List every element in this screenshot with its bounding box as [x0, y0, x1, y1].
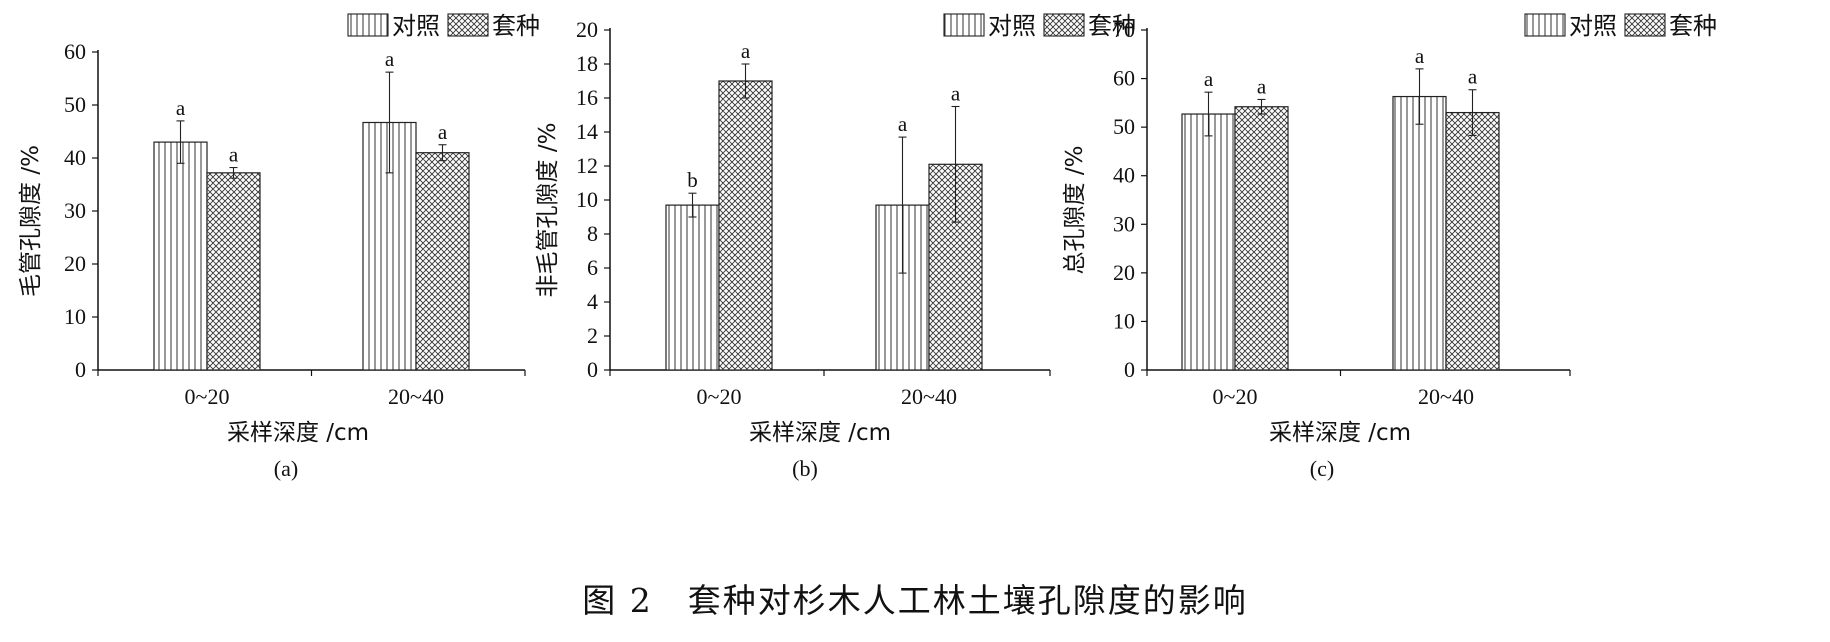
bar-control	[665, 204, 720, 371]
y-tick-label: 40	[64, 145, 86, 170]
bar-control	[153, 141, 208, 371]
significance-label: a	[898, 112, 908, 136]
y-tick-label: 14	[576, 119, 598, 144]
significance-label: a	[385, 47, 395, 71]
y-tick-label: 10	[1113, 308, 1135, 333]
panel-label: (b)	[792, 456, 818, 481]
bar-control	[1181, 113, 1236, 371]
legend-label: 套种	[492, 12, 540, 40]
bar-intercrop	[1234, 106, 1289, 371]
y-tick-label: 70	[1113, 17, 1135, 42]
bar-control	[1392, 95, 1447, 371]
legend-swatch-control	[1524, 13, 1566, 37]
y-tick-label: 2	[587, 323, 598, 348]
y-tick-label: 4	[587, 289, 598, 314]
significance-label: a	[741, 39, 751, 63]
legend-swatch-intercrop	[1043, 13, 1085, 37]
x-tick-label: 20~40	[1418, 384, 1474, 409]
x-axis-title: 采样深度 /cm	[227, 420, 369, 446]
y-tick-label: 20	[1113, 260, 1135, 285]
y-tick-label: 20	[576, 17, 598, 42]
bar-intercrop	[415, 152, 470, 371]
x-tick-label: 0~20	[185, 384, 230, 409]
y-tick-label: 40	[1113, 163, 1135, 188]
y-tick-label: 16	[576, 85, 598, 110]
x-axis-title: 采样深度 /cm	[1269, 420, 1411, 446]
y-axis-title: 毛管孔隙度 /%	[18, 145, 44, 297]
y-tick-label: 30	[64, 198, 86, 223]
panel-label: (c)	[1310, 456, 1334, 481]
legend: 对照 套种	[1524, 12, 1717, 40]
significance-label: a	[951, 82, 961, 106]
significance-label: a	[176, 96, 186, 120]
legend-swatch-intercrop	[447, 13, 489, 37]
x-axis-title: 采样深度 /cm	[749, 420, 891, 446]
chart-panel-3: 0 10 20 30 40 50 60 70 0~20 20~40 a a a a 总孔隙度 /% 采样深度 …	[1062, 12, 1717, 481]
y-axis-title: 总孔隙度 /%	[1062, 146, 1088, 275]
y-tick-label: 0	[75, 357, 86, 382]
legend-label: 对照	[988, 12, 1036, 40]
bar-intercrop	[718, 80, 773, 371]
x-tick-label: 20~40	[901, 384, 957, 409]
legend-label: 对照	[1569, 12, 1617, 40]
significance-label: a	[438, 120, 448, 144]
y-tick-label: 60	[1113, 66, 1135, 91]
y-tick-label: 0	[1124, 357, 1135, 382]
y-tick-label: 10	[64, 304, 86, 329]
chart-panel-2: 0 2 4 6 8 10 12 14 16 18 20 0~20 20~40 b a a a 非毛管孔隙度 /% 采…	[535, 12, 1136, 481]
y-tick-label: 8	[587, 221, 598, 246]
legend: 对照 套种	[347, 12, 540, 40]
figure-caption: 图 2 套种对杉木人工林土壤孔隙度的影响	[582, 581, 1248, 620]
y-tick-label: 12	[576, 153, 598, 178]
y-tick-label: 50	[64, 92, 86, 117]
significance-label: a	[1415, 44, 1425, 68]
chart-panel-1: 0 10 20 30 40 50 60 0~20 20~40 a a a a 毛管孔隙度 /% 采样深度 /…	[18, 12, 540, 481]
y-tick-label: 10	[576, 187, 598, 212]
y-tick-label: 30	[1113, 211, 1135, 236]
y-tick-label: 6	[587, 255, 598, 280]
x-tick-label: 0~20	[697, 384, 742, 409]
significance-label: a	[1204, 67, 1214, 91]
x-tick-label: 20~40	[388, 384, 444, 409]
panel-label: (a)	[274, 456, 298, 481]
y-tick-label: 60	[64, 39, 86, 64]
y-tick-label: 0	[587, 357, 598, 382]
significance-label: a	[1468, 65, 1478, 89]
y-tick-label: 18	[576, 51, 598, 76]
y-axis-title: 非毛管孔隙度 /%	[535, 123, 561, 298]
significance-label: a	[1257, 74, 1267, 98]
y-tick-label: 50	[1113, 114, 1135, 139]
legend-swatch-control	[943, 13, 985, 37]
legend-label: 对照	[392, 12, 440, 40]
significance-label: a	[229, 143, 239, 167]
significance-label: b	[687, 168, 698, 192]
legend-swatch-control	[347, 13, 389, 37]
bar-intercrop	[206, 172, 261, 371]
x-tick-label: 0~20	[1213, 384, 1258, 409]
legend: 对照 套种	[943, 12, 1136, 40]
legend-swatch-intercrop	[1624, 13, 1666, 37]
legend-label: 套种	[1669, 12, 1717, 40]
legend-label: 套种	[1088, 12, 1136, 40]
y-tick-label: 20	[64, 251, 86, 276]
bar-intercrop	[1445, 111, 1500, 371]
